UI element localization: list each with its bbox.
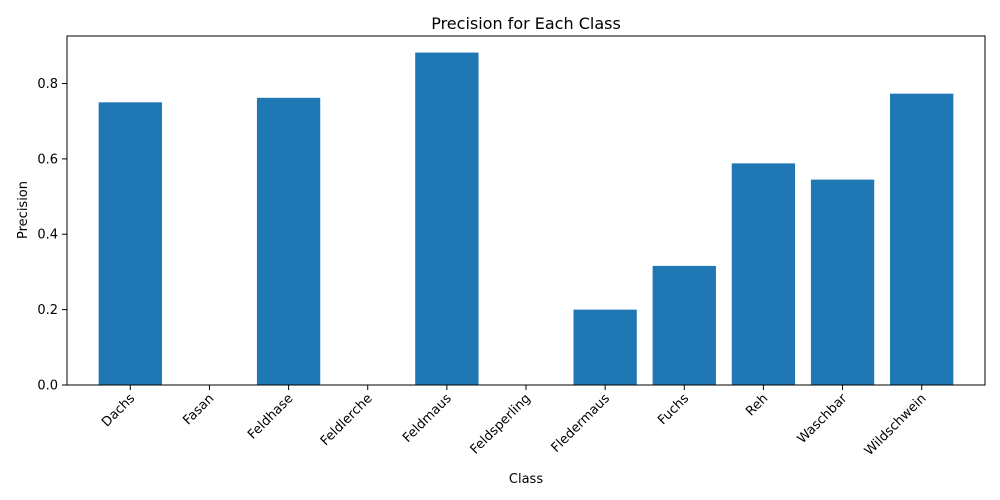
x-tick-label: Fasan — [180, 391, 217, 428]
x-axis: Dachs Fasan Feldhase Feldlerche Feldmaus Feld… — [99, 385, 930, 459]
bar-dachs — [98, 102, 162, 385]
y-tick-label: 0.8 — [37, 77, 58, 92]
y-axis: 0.0 0.2 0.4 0.6 0.8 — [37, 77, 67, 394]
y-tick-label: 0.6 — [37, 152, 58, 167]
x-tick-label: Wildschwein — [862, 391, 930, 459]
x-tick-label: Feldhase — [245, 391, 296, 442]
y-tick-label: 0.2 — [37, 303, 58, 318]
x-tick-label: Dachs — [99, 391, 138, 430]
chart-title: Precision for Each Class — [431, 14, 621, 33]
x-tick-label: Fledermaus — [549, 391, 614, 456]
x-tick-label: Reh — [743, 391, 771, 419]
bar-fuchs — [652, 265, 716, 385]
x-tick-label: Waschbar — [795, 391, 851, 447]
bar-feldhase — [256, 97, 321, 385]
x-tick-label: Fuchs — [655, 391, 692, 428]
bar-feldmaus — [415, 52, 479, 385]
x-tick-label: Feldsperling — [468, 391, 534, 457]
x-tick-label: Feldmaus — [400, 391, 455, 446]
y-tick-label: 0.4 — [37, 228, 58, 243]
bars-layer — [98, 52, 954, 385]
bar-fledermaus — [573, 309, 637, 385]
y-axis-label: Precision — [16, 181, 31, 239]
bar-wildschwein — [890, 93, 954, 385]
x-tick-label: Feldlerche — [318, 391, 376, 449]
x-axis-label: Class — [509, 472, 543, 487]
y-tick-label: 0.0 — [37, 379, 58, 394]
bar-reh — [731, 163, 796, 385]
bar-waschbar — [810, 179, 875, 385]
